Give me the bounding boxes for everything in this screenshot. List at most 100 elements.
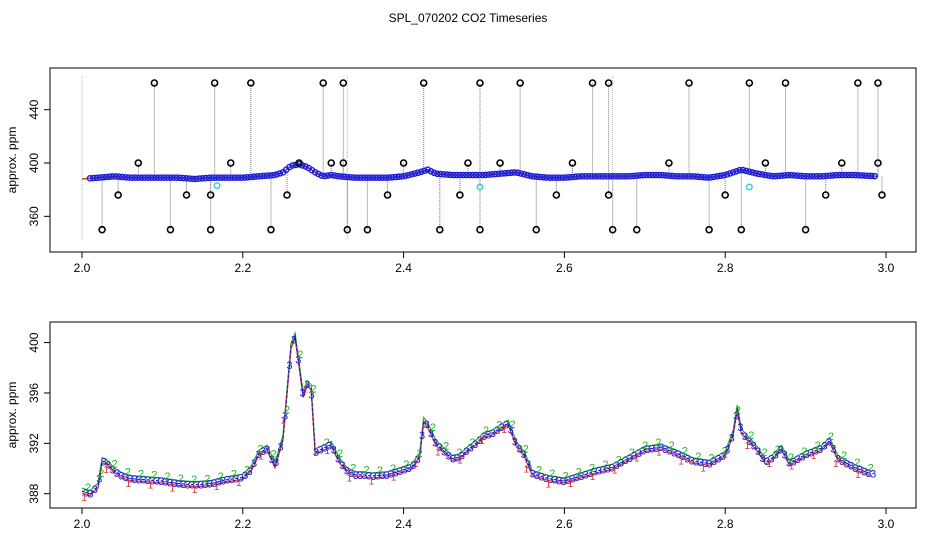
point-marker-3: 3 bbox=[255, 449, 261, 461]
series-point bbox=[221, 174, 229, 181]
point-marker-2: 2 bbox=[536, 464, 542, 476]
point-marker-3: 3 bbox=[680, 451, 686, 463]
point-marker-3: 3 bbox=[224, 475, 230, 487]
point-marker-3: 3 bbox=[494, 425, 500, 437]
point-marker-1: 1 bbox=[745, 441, 751, 452]
series-point bbox=[446, 171, 454, 179]
point-marker-1: 1 bbox=[148, 481, 154, 492]
point-marker-2: 2 bbox=[324, 437, 330, 449]
point-marker-3: 3 bbox=[176, 479, 182, 491]
point-marker-3: 3 bbox=[477, 435, 483, 447]
point-marker-3: 3 bbox=[711, 456, 717, 468]
series-point bbox=[559, 174, 567, 181]
point-marker-3: 3 bbox=[755, 446, 761, 458]
point-marker-3: 3 bbox=[273, 457, 279, 469]
series-point bbox=[128, 174, 136, 181]
point-marker-3: 3 bbox=[702, 458, 708, 470]
series-point bbox=[109, 173, 116, 180]
point-marker-3: 3 bbox=[605, 463, 611, 475]
point-marker-1: 1 bbox=[280, 416, 286, 427]
outlier-point bbox=[874, 79, 882, 87]
series-line-blue bbox=[81, 333, 871, 495]
series-point bbox=[508, 169, 515, 177]
point-marker-3: 3 bbox=[737, 422, 743, 434]
series-point bbox=[630, 172, 637, 180]
outlier-point bbox=[604, 191, 613, 199]
series-point bbox=[498, 170, 505, 177]
series-point bbox=[614, 173, 621, 180]
point-marker-3: 3 bbox=[556, 475, 562, 487]
point-marker-3: 3 bbox=[211, 478, 217, 490]
outlier-point bbox=[516, 79, 524, 87]
series-point bbox=[585, 173, 592, 180]
point-marker-3: 3 bbox=[516, 444, 522, 456]
point-marker-3: 3 bbox=[459, 450, 465, 462]
series-point bbox=[633, 172, 641, 179]
series-point bbox=[839, 171, 846, 179]
series-point bbox=[800, 172, 808, 180]
series-point bbox=[762, 171, 769, 179]
top-y-axis-label: approx. ppm bbox=[5, 127, 19, 194]
series-point bbox=[106, 173, 113, 181]
point-marker-2: 2 bbox=[722, 445, 728, 457]
point-marker-3: 3 bbox=[282, 410, 288, 422]
top-outliers bbox=[98, 79, 886, 234]
x-tick-label: 2.4 bbox=[395, 261, 412, 275]
point-marker-3: 3 bbox=[136, 474, 142, 486]
series-point bbox=[376, 174, 383, 181]
point-marker-3: 3 bbox=[790, 456, 796, 468]
series-point bbox=[334, 172, 341, 180]
series-point bbox=[154, 174, 161, 181]
series-point bbox=[327, 171, 335, 179]
series-point bbox=[350, 174, 358, 181]
point-marker-3: 3 bbox=[472, 439, 478, 451]
point-marker-3: 3 bbox=[242, 470, 248, 482]
series-point bbox=[401, 172, 409, 180]
point-marker-3: 3 bbox=[706, 458, 712, 470]
point-marker-1: 1 bbox=[125, 479, 131, 490]
point-marker-3: 3 bbox=[313, 447, 319, 459]
series-point bbox=[826, 172, 834, 179]
point-marker-3: 3 bbox=[547, 474, 553, 486]
point-marker-3: 3 bbox=[286, 360, 292, 372]
y-tick-label: 360 bbox=[27, 206, 41, 226]
point-marker-3: 3 bbox=[437, 442, 443, 454]
series-point bbox=[517, 170, 525, 177]
series-point bbox=[723, 171, 731, 178]
series-point bbox=[344, 173, 351, 181]
point-marker-1: 1 bbox=[789, 462, 795, 473]
outlier-point bbox=[737, 225, 746, 234]
point-marker-3: 3 bbox=[777, 445, 783, 457]
point-marker-2: 2 bbox=[403, 459, 409, 471]
outlier-point bbox=[632, 225, 641, 234]
outlier-point bbox=[874, 159, 882, 167]
series-point bbox=[553, 174, 560, 181]
series-point bbox=[861, 172, 869, 179]
series-point bbox=[845, 171, 853, 179]
series-point bbox=[212, 174, 219, 181]
outlier-point bbox=[721, 191, 730, 199]
series-point bbox=[623, 173, 631, 180]
point-marker-3: 3 bbox=[693, 456, 699, 468]
point-marker-3: 3 bbox=[109, 464, 115, 476]
series-point bbox=[263, 172, 271, 179]
series-point bbox=[340, 173, 348, 181]
series-point bbox=[556, 174, 563, 181]
series-point bbox=[816, 173, 824, 180]
point-marker-3: 3 bbox=[503, 419, 509, 431]
series-point bbox=[675, 173, 682, 180]
point-marker-2: 2 bbox=[430, 422, 436, 434]
series-point bbox=[469, 171, 477, 179]
point-marker-2: 2 bbox=[337, 448, 343, 460]
point-marker-3: 3 bbox=[357, 470, 363, 482]
series-point bbox=[662, 172, 670, 179]
series-point bbox=[440, 171, 448, 178]
x-tick-label: 3.0 bbox=[878, 261, 895, 275]
series-point bbox=[450, 171, 457, 179]
point-marker-1: 1 bbox=[700, 463, 706, 474]
series-point bbox=[668, 172, 676, 180]
point-marker-2: 2 bbox=[218, 471, 224, 483]
outlier-point bbox=[496, 159, 504, 167]
series-point bbox=[180, 174, 187, 182]
series-point bbox=[456, 171, 464, 179]
